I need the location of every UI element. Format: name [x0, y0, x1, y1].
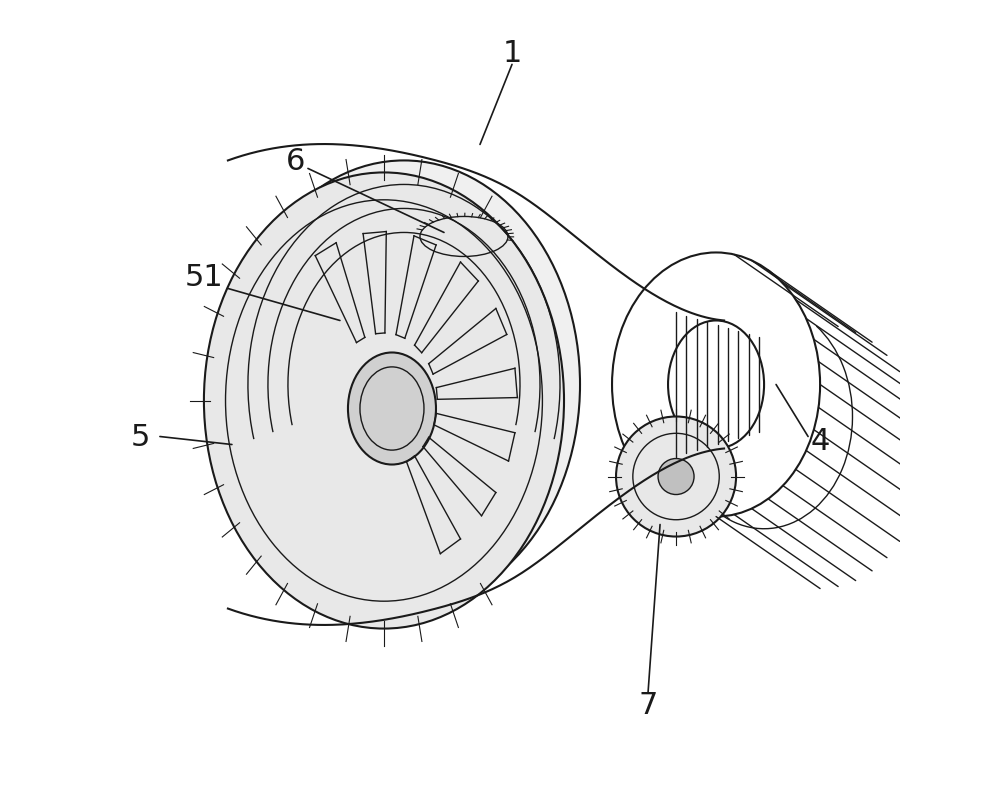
Text: 7: 7: [638, 691, 658, 719]
Ellipse shape: [204, 173, 564, 629]
Text: 1: 1: [502, 38, 522, 68]
Ellipse shape: [616, 417, 736, 537]
Text: 4: 4: [810, 427, 830, 456]
Ellipse shape: [228, 161, 580, 609]
Text: 6: 6: [286, 147, 306, 176]
Text: 5: 5: [130, 423, 150, 452]
Text: 51: 51: [185, 262, 223, 292]
Ellipse shape: [658, 459, 694, 495]
Ellipse shape: [348, 353, 436, 465]
